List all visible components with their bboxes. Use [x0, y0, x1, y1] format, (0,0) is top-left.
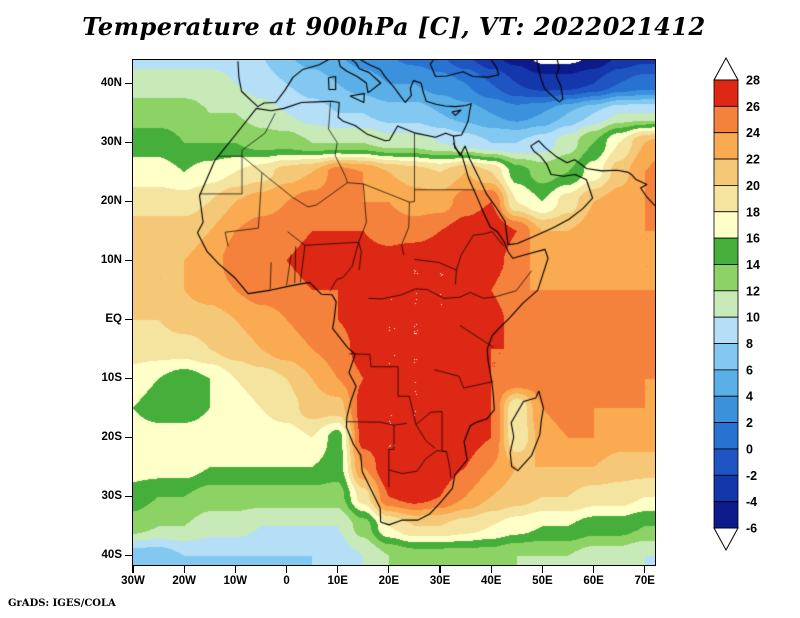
colorbar-label: 14 — [746, 258, 760, 272]
colorbar-segment — [713, 395, 739, 423]
colorbar-over-arrow — [713, 56, 739, 81]
lon-tick-label: 30E — [429, 575, 451, 587]
colorbar-label: 16 — [746, 232, 760, 246]
lat-tick-mark — [125, 200, 132, 203]
colorbar-label: 12 — [746, 284, 760, 298]
lon-tick-label: 50E — [532, 575, 553, 587]
lon-tick-label: 20E — [378, 575, 400, 587]
colorbar-label: -6 — [746, 522, 757, 536]
colorbar-segment — [713, 264, 739, 292]
map-plot-area — [132, 59, 656, 566]
lat-tick-mark — [125, 554, 132, 557]
colorbar-label: 4 — [746, 390, 753, 404]
lon-tick-mark — [388, 566, 390, 573]
colorbar-label: 28 — [746, 74, 760, 88]
lon-tick-label: 40E — [481, 575, 502, 587]
colorbar-segment — [713, 211, 739, 239]
colorbar-segment — [713, 79, 739, 107]
lon-tick-mark — [132, 566, 134, 573]
lat-tick-mark — [125, 436, 132, 439]
colorbar-segment — [713, 185, 739, 213]
colorbar-label: 24 — [746, 126, 760, 140]
colorbar-segment — [713, 474, 739, 503]
lat-tick-mark — [125, 495, 132, 498]
lon-tick-label: 70E — [634, 575, 655, 587]
chart-title: Temperature at 900hPa [C], VT: 202202141… — [82, 12, 706, 41]
lon-tick-label: 30W — [121, 575, 145, 587]
temperature-field-canvas — [133, 60, 655, 565]
colorbar-label: 6 — [746, 363, 753, 377]
colorbar-segment — [713, 316, 739, 344]
lon-tick-mark — [337, 566, 339, 573]
lat-tick-label: 40S — [101, 548, 122, 561]
lon-tick-mark — [234, 566, 236, 573]
colorbar-segment — [713, 422, 739, 450]
lat-tick-label: EQ — [105, 312, 122, 325]
colorbar-segment — [713, 290, 739, 318]
colorbar-label: 18 — [746, 205, 760, 219]
colorbar-under-arrow — [713, 527, 739, 552]
lon-tick-mark — [439, 566, 441, 573]
lat-tick-label: 10N — [100, 253, 122, 266]
grads-attribution: GrADS: IGES/COLA — [8, 598, 116, 609]
colorbar-segment — [713, 343, 739, 371]
colorbar-segment — [713, 369, 739, 397]
lon-tick-mark — [644, 566, 646, 573]
colorbar-label: 26 — [746, 100, 760, 114]
lat-tick-label: 20N — [100, 194, 122, 207]
colorbar-segment — [713, 132, 739, 160]
lat-tick-mark — [125, 141, 132, 144]
lon-tick-mark — [592, 566, 595, 573]
lat-tick-label: 30S — [101, 489, 122, 502]
lon-tick-label: 0 — [283, 575, 290, 587]
lat-tick-mark — [125, 259, 132, 262]
lon-tick-mark — [183, 566, 185, 573]
colorbar-segment — [713, 448, 739, 476]
colorbar-label: 2 — [746, 416, 753, 430]
lon-tick-mark — [490, 566, 492, 573]
colorbar-label: 22 — [746, 153, 760, 167]
lon-tick-label: 60E — [583, 575, 604, 587]
lat-tick-label: 30N — [100, 135, 122, 148]
colorbar-label: 0 — [746, 442, 753, 456]
lat-tick-mark — [125, 82, 132, 85]
lon-tick-label: 10E — [327, 575, 348, 587]
lat-tick-label: 20S — [101, 430, 122, 443]
colorbar-segment — [713, 105, 739, 134]
lat-tick-mark — [125, 318, 132, 321]
lon-tick-label: 10W — [223, 575, 248, 587]
colorbar-label: 10 — [746, 311, 760, 325]
colorbar-label: -2 — [746, 469, 757, 483]
lat-tick-label: 40N — [100, 76, 122, 89]
colorbar-label: -4 — [746, 495, 757, 509]
colorbar-segment — [713, 237, 739, 265]
lon-tick-mark — [285, 566, 288, 573]
lon-tick-label: 20W — [172, 575, 196, 587]
colorbar-segment — [713, 501, 739, 529]
lat-tick-label: 10S — [101, 371, 122, 384]
colorbar-label: 20 — [746, 179, 760, 193]
colorbar-label: 8 — [746, 337, 753, 351]
colorbar-segment — [713, 158, 739, 186]
lat-tick-mark — [125, 377, 132, 380]
lon-tick-mark — [541, 566, 543, 573]
